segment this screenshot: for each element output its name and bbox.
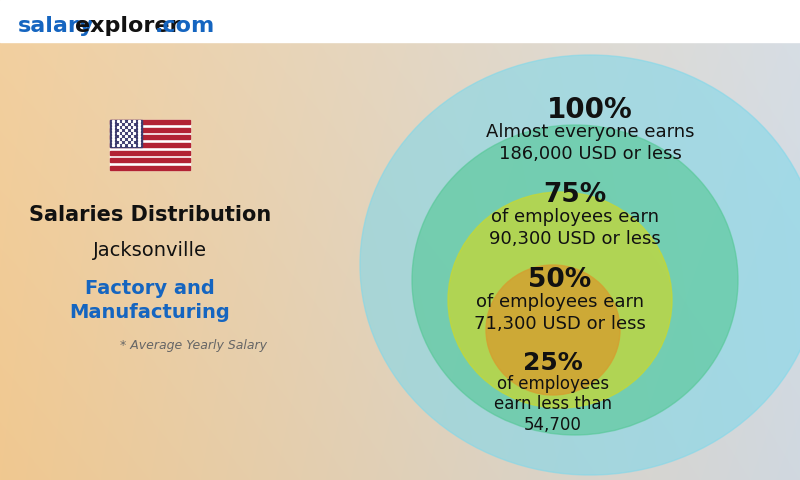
Text: earn less than: earn less than [494,395,612,413]
Ellipse shape [486,265,620,395]
Text: 54,700: 54,700 [524,416,582,434]
Text: 186,000 USD or less: 186,000 USD or less [498,145,682,163]
Text: of employees earn: of employees earn [491,208,659,226]
Text: salary: salary [18,16,94,36]
Text: * Average Yearly Salary: * Average Yearly Salary [120,338,267,351]
Text: Almost everyone earns: Almost everyone earns [486,123,694,141]
Text: .com: .com [155,16,215,36]
Text: Jacksonville: Jacksonville [93,240,207,260]
Bar [110,120,142,147]
Ellipse shape [448,192,672,408]
Bar [110,151,190,155]
Text: 75%: 75% [543,182,606,208]
Bar [110,135,190,139]
Text: 71,300 USD or less: 71,300 USD or less [474,315,646,333]
Bar [110,128,190,132]
Bar [110,120,190,170]
Text: 50%: 50% [528,267,592,293]
Text: explorer: explorer [75,16,181,36]
Text: 90,300 USD or less: 90,300 USD or less [489,230,661,248]
Text: Factory and: Factory and [85,278,215,298]
Text: Salaries Distribution: Salaries Distribution [29,205,271,225]
Text: of employees earn: of employees earn [476,293,644,311]
Bar [0,0,800,42]
Bar [110,166,190,170]
Bar [110,120,190,124]
Bar [110,158,190,162]
Ellipse shape [360,55,800,475]
Text: Manufacturing: Manufacturing [70,302,230,322]
Text: 25%: 25% [523,351,583,375]
Text: 100%: 100% [547,96,633,124]
Text: of employees: of employees [497,374,609,393]
Bar [110,143,190,147]
Ellipse shape [412,125,738,435]
